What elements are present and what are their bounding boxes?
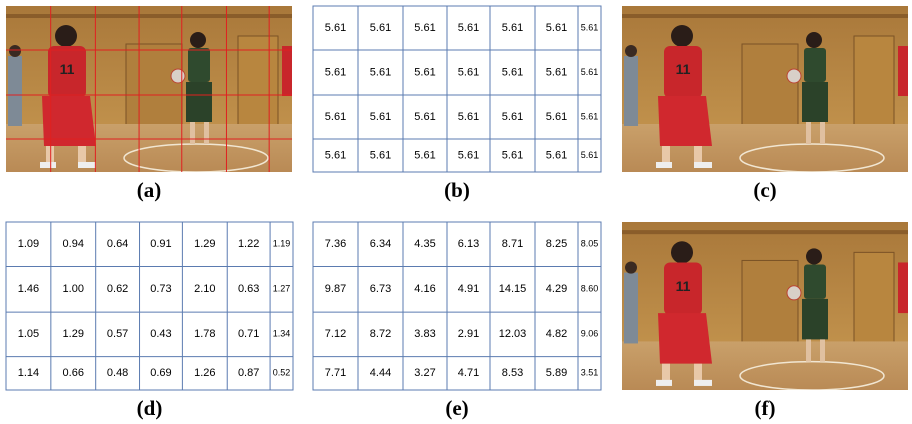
table-cell: 6.73	[370, 283, 391, 295]
table-cell: 7.12	[325, 328, 346, 340]
table-cell: 0.94	[63, 238, 84, 250]
table-cell: 5.61	[414, 22, 435, 34]
table-cell: 1.14	[18, 367, 39, 379]
table-cell: 0.52	[273, 368, 291, 378]
table-cell: 8.71	[502, 238, 523, 250]
table-cell: 2.10	[194, 283, 215, 295]
table-cell: 12.03	[499, 328, 527, 340]
table-cell: 1.34	[273, 329, 291, 339]
table-cell: 0.62	[107, 283, 128, 295]
table-cell: 5.61	[458, 111, 479, 123]
table-cell: 7.71	[325, 367, 346, 379]
table-cell: 5.61	[546, 111, 567, 123]
table-cell: 1.46	[18, 283, 39, 295]
table-cell: 1.22	[238, 238, 259, 250]
table-cell: 1.29	[63, 328, 84, 340]
table-cell: 0.64	[107, 238, 128, 250]
table-cell: 0.48	[107, 367, 128, 379]
table-cell: 0.43	[150, 328, 171, 340]
photo	[622, 222, 908, 390]
photo	[6, 6, 292, 172]
table-cell: 5.61	[325, 149, 346, 161]
panel-label: (f)	[755, 396, 776, 420]
table-cell: 0.57	[107, 328, 128, 340]
table-cell: 5.61	[458, 149, 479, 161]
table-cell: 0.66	[63, 367, 84, 379]
table-cell: 0.71	[238, 328, 259, 340]
table-cell: 5.61	[546, 66, 567, 78]
table-cell: 5.61	[370, 66, 391, 78]
panel-label: (e)	[445, 396, 468, 420]
table-cell: 0.91	[150, 238, 171, 250]
table-cell: 5.61	[502, 22, 523, 34]
table-cell: 4.91	[458, 283, 479, 295]
table-cell: 8.05	[581, 239, 599, 249]
table-cell: 5.61	[458, 66, 479, 78]
panel-label: (a)	[137, 178, 162, 202]
table-cell: 5.61	[502, 111, 523, 123]
table-cell: 5.61	[370, 149, 391, 161]
table-cell: 5.61	[581, 22, 599, 32]
table-cell: 7.36	[325, 238, 346, 250]
table-cell: 4.71	[458, 367, 479, 379]
table-cell: 1.78	[194, 328, 215, 340]
table-cell: 1.19	[273, 239, 291, 249]
table-cell: 6.13	[458, 238, 479, 250]
table-cell: 14.15	[499, 283, 527, 295]
table-cell: 3.27	[414, 367, 435, 379]
table-cell: 5.61	[581, 67, 599, 77]
table-cell: 4.16	[414, 283, 435, 295]
table-cell: 8.53	[502, 367, 523, 379]
table-cell: 4.35	[414, 238, 435, 250]
table-cell: 8.60	[581, 284, 599, 294]
table-cell: 5.61	[414, 66, 435, 78]
table-cell: 6.34	[370, 238, 391, 250]
photo	[622, 6, 908, 172]
table-cell: 5.61	[581, 150, 599, 160]
table-cell: 5.61	[414, 111, 435, 123]
panel-label: (b)	[444, 178, 470, 202]
figure: 11 (a)5.615.615.615.615.615.615.615.615.…	[0, 0, 912, 424]
table-cell: 1.29	[194, 238, 215, 250]
table-cell: 4.29	[546, 283, 567, 295]
table-cell: 9.06	[581, 329, 599, 339]
table-cell: 5.61	[325, 66, 346, 78]
table-cell: 0.87	[238, 367, 259, 379]
table-cell: 5.61	[502, 66, 523, 78]
table-cell: 2.91	[458, 328, 479, 340]
table-cell: 4.82	[546, 328, 567, 340]
table-cell: 5.61	[458, 22, 479, 34]
table-cell: 3.51	[581, 368, 599, 378]
table-cell: 5.61	[502, 149, 523, 161]
table-cell: 5.89	[546, 367, 567, 379]
table-cell: 5.61	[546, 22, 567, 34]
table-cell: 0.69	[150, 367, 171, 379]
table-cell: 5.61	[370, 111, 391, 123]
table-cell: 1.26	[194, 367, 215, 379]
table-cell: 5.61	[325, 111, 346, 123]
table-cell: 4.44	[370, 367, 391, 379]
table-cell: 5.61	[581, 111, 599, 121]
table-cell: 5.61	[370, 22, 391, 34]
table-cell: 1.09	[18, 238, 39, 250]
table-cell: 5.61	[325, 22, 346, 34]
table-cell: 9.87	[325, 283, 346, 295]
table-cell: 8.25	[546, 238, 567, 250]
panel-label: (d)	[137, 396, 163, 420]
table-cell: 8.72	[370, 328, 391, 340]
table-cell: 5.61	[546, 149, 567, 161]
panel-label: (c)	[753, 178, 776, 202]
table-cell: 1.27	[273, 284, 291, 294]
table-cell: 0.63	[238, 283, 259, 295]
table-cell: 1.00	[63, 283, 84, 295]
table-cell: 1.05	[18, 328, 39, 340]
table-cell: 5.61	[414, 149, 435, 161]
table-cell: 0.73	[150, 283, 171, 295]
table-cell: 3.83	[414, 328, 435, 340]
